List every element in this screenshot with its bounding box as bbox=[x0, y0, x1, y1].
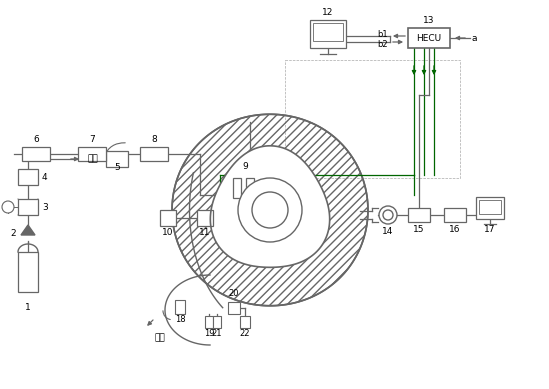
Bar bbox=[106, 151, 128, 167]
Bar bbox=[140, 147, 168, 161]
Text: 排气: 排气 bbox=[155, 333, 165, 342]
Text: 14: 14 bbox=[382, 226, 394, 235]
Text: 4: 4 bbox=[42, 172, 48, 182]
Text: b2: b2 bbox=[377, 40, 388, 49]
Text: 12: 12 bbox=[322, 7, 334, 16]
Text: 18: 18 bbox=[175, 315, 186, 324]
Text: b1: b1 bbox=[377, 30, 388, 39]
Circle shape bbox=[379, 206, 397, 224]
Circle shape bbox=[2, 201, 14, 213]
Text: 7: 7 bbox=[89, 135, 95, 144]
Bar bbox=[444, 208, 466, 222]
Polygon shape bbox=[210, 146, 329, 267]
Text: HECU: HECU bbox=[417, 33, 441, 42]
Bar bbox=[205, 316, 213, 328]
Text: 2: 2 bbox=[10, 228, 16, 238]
Bar bbox=[246, 178, 254, 198]
Bar bbox=[18, 252, 38, 292]
Bar bbox=[78, 147, 106, 161]
Text: 16: 16 bbox=[449, 224, 461, 233]
Bar bbox=[408, 208, 430, 222]
Text: 13: 13 bbox=[423, 16, 435, 25]
Text: 19: 19 bbox=[204, 329, 214, 338]
Text: 15: 15 bbox=[413, 224, 425, 233]
Text: 21: 21 bbox=[212, 329, 222, 338]
Text: 5: 5 bbox=[114, 163, 120, 172]
Bar bbox=[310, 20, 346, 48]
Circle shape bbox=[383, 210, 393, 220]
Bar bbox=[240, 316, 250, 328]
Circle shape bbox=[252, 192, 288, 228]
Circle shape bbox=[238, 178, 302, 242]
Text: 1: 1 bbox=[25, 303, 31, 312]
Bar bbox=[313, 23, 343, 41]
Bar bbox=[479, 200, 501, 214]
Text: 10: 10 bbox=[163, 228, 173, 237]
Text: 9: 9 bbox=[242, 161, 248, 170]
Text: 8: 8 bbox=[151, 135, 157, 144]
Bar bbox=[476, 197, 504, 219]
Bar bbox=[175, 300, 185, 314]
Text: 20: 20 bbox=[229, 289, 239, 298]
Bar bbox=[197, 210, 213, 226]
Bar bbox=[22, 147, 50, 161]
Text: a: a bbox=[472, 33, 478, 42]
Bar bbox=[228, 302, 240, 314]
Text: 17: 17 bbox=[484, 224, 496, 233]
Bar bbox=[18, 169, 38, 185]
Polygon shape bbox=[21, 225, 35, 235]
Text: 6: 6 bbox=[33, 135, 39, 144]
Bar bbox=[233, 178, 241, 198]
Text: 3: 3 bbox=[42, 203, 48, 212]
Bar bbox=[285, 60, 460, 178]
Text: 11: 11 bbox=[199, 228, 211, 237]
Bar bbox=[213, 316, 221, 328]
Text: 22: 22 bbox=[240, 329, 250, 338]
Polygon shape bbox=[172, 114, 368, 306]
Bar bbox=[160, 210, 176, 226]
Bar bbox=[18, 199, 38, 215]
Text: 进气: 进气 bbox=[88, 154, 99, 163]
Bar bbox=[408, 28, 450, 48]
